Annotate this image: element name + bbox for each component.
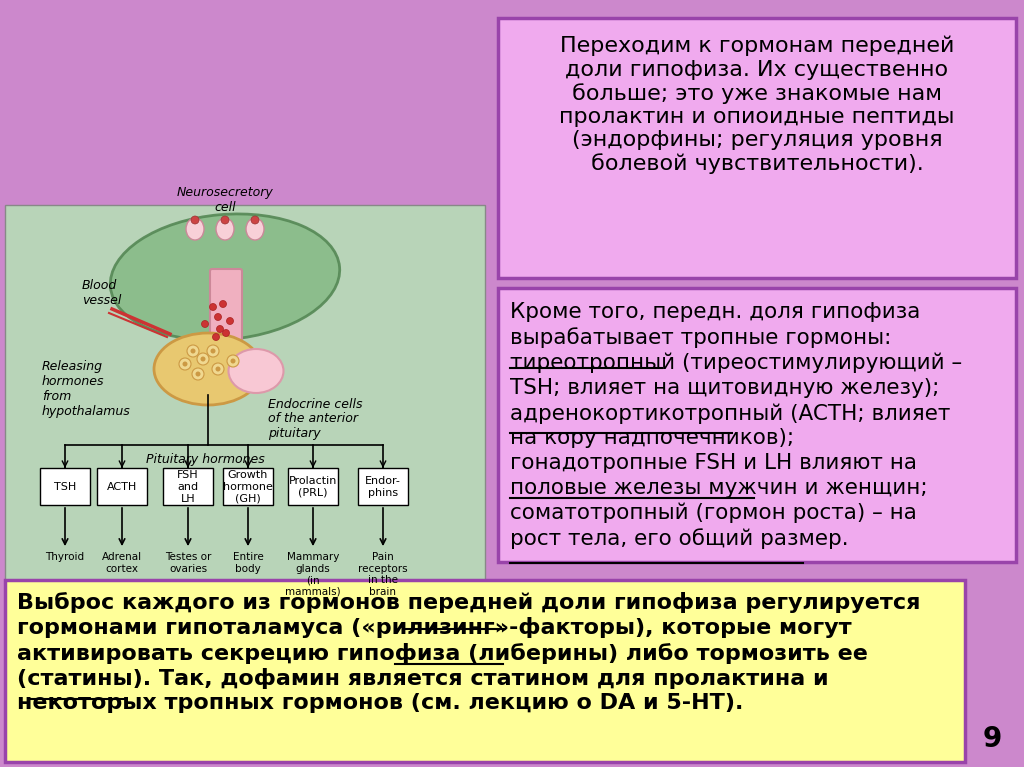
Text: Blood
vessel: Blood vessel bbox=[82, 279, 122, 307]
Circle shape bbox=[212, 363, 224, 375]
Text: TSH: TSH bbox=[54, 482, 76, 492]
Circle shape bbox=[196, 371, 201, 377]
FancyBboxPatch shape bbox=[223, 468, 273, 505]
Text: Pituitary hormones: Pituitary hormones bbox=[145, 453, 264, 466]
Text: Testes or
ovaries: Testes or ovaries bbox=[165, 552, 211, 574]
FancyBboxPatch shape bbox=[163, 468, 213, 505]
Text: Neurosecretory
cell: Neurosecretory cell bbox=[176, 186, 273, 214]
Circle shape bbox=[179, 358, 191, 370]
Ellipse shape bbox=[216, 218, 234, 240]
FancyBboxPatch shape bbox=[288, 468, 338, 505]
Text: Переходим к гормонам передней
доли гипофиза. Их существенно
больше; это уже знак: Переходим к гормонам передней доли гипоф… bbox=[559, 36, 954, 174]
Circle shape bbox=[187, 345, 199, 357]
Circle shape bbox=[213, 334, 219, 341]
Text: Pain
receptors
in the
brain: Pain receptors in the brain bbox=[358, 552, 408, 597]
Circle shape bbox=[211, 348, 215, 354]
Circle shape bbox=[222, 330, 229, 337]
Ellipse shape bbox=[154, 333, 262, 405]
Text: Growth
hormone
(GH): Growth hormone (GH) bbox=[223, 470, 273, 504]
Circle shape bbox=[230, 358, 236, 364]
Circle shape bbox=[210, 304, 216, 311]
Circle shape bbox=[221, 216, 229, 224]
Text: Endor-
phins: Endor- phins bbox=[366, 476, 401, 498]
Ellipse shape bbox=[111, 214, 340, 340]
Text: Thyroid: Thyroid bbox=[45, 552, 85, 562]
FancyBboxPatch shape bbox=[498, 18, 1016, 278]
Circle shape bbox=[191, 216, 199, 224]
Circle shape bbox=[215, 367, 220, 371]
Circle shape bbox=[219, 301, 226, 308]
Circle shape bbox=[226, 318, 233, 324]
Circle shape bbox=[251, 216, 259, 224]
FancyBboxPatch shape bbox=[498, 288, 1016, 562]
Circle shape bbox=[227, 355, 239, 367]
Circle shape bbox=[216, 325, 223, 333]
Circle shape bbox=[182, 361, 187, 367]
Circle shape bbox=[207, 345, 219, 357]
Text: Mammary
glands
(in
mammals): Mammary glands (in mammals) bbox=[286, 552, 341, 597]
FancyBboxPatch shape bbox=[97, 468, 147, 505]
Text: ACTH: ACTH bbox=[106, 482, 137, 492]
Text: Releasing
hormones
from
hypothalamus: Releasing hormones from hypothalamus bbox=[42, 360, 131, 418]
Ellipse shape bbox=[186, 218, 204, 240]
Circle shape bbox=[214, 314, 221, 321]
Text: Кроме того, передн. доля гипофиза
вырабатывает тропные гормоны:
тиреотропный (ти: Кроме того, передн. доля гипофиза выраба… bbox=[510, 302, 963, 549]
Text: Adrenal
cortex: Adrenal cortex bbox=[102, 552, 142, 574]
Text: Entire
body: Entire body bbox=[232, 552, 263, 574]
Circle shape bbox=[197, 353, 209, 365]
Text: FSH
and
LH: FSH and LH bbox=[177, 470, 199, 504]
Ellipse shape bbox=[246, 218, 264, 240]
Text: 9: 9 bbox=[982, 725, 1001, 753]
FancyBboxPatch shape bbox=[40, 468, 90, 505]
FancyBboxPatch shape bbox=[5, 205, 485, 597]
FancyBboxPatch shape bbox=[210, 269, 242, 351]
FancyBboxPatch shape bbox=[5, 580, 965, 762]
Circle shape bbox=[193, 368, 204, 380]
Circle shape bbox=[190, 348, 196, 354]
Text: Выброс каждого из гормонов передней доли гипофиза регулируется
гормонами гипотал: Выброс каждого из гормонов передней доли… bbox=[17, 592, 921, 713]
Text: Endocrine cells
of the anterior
pituitary: Endocrine cells of the anterior pituitar… bbox=[268, 397, 362, 440]
Circle shape bbox=[202, 321, 209, 328]
Circle shape bbox=[201, 357, 206, 361]
Ellipse shape bbox=[228, 349, 284, 393]
Text: Prolactin
(PRL): Prolactin (PRL) bbox=[289, 476, 337, 498]
FancyBboxPatch shape bbox=[358, 468, 408, 505]
